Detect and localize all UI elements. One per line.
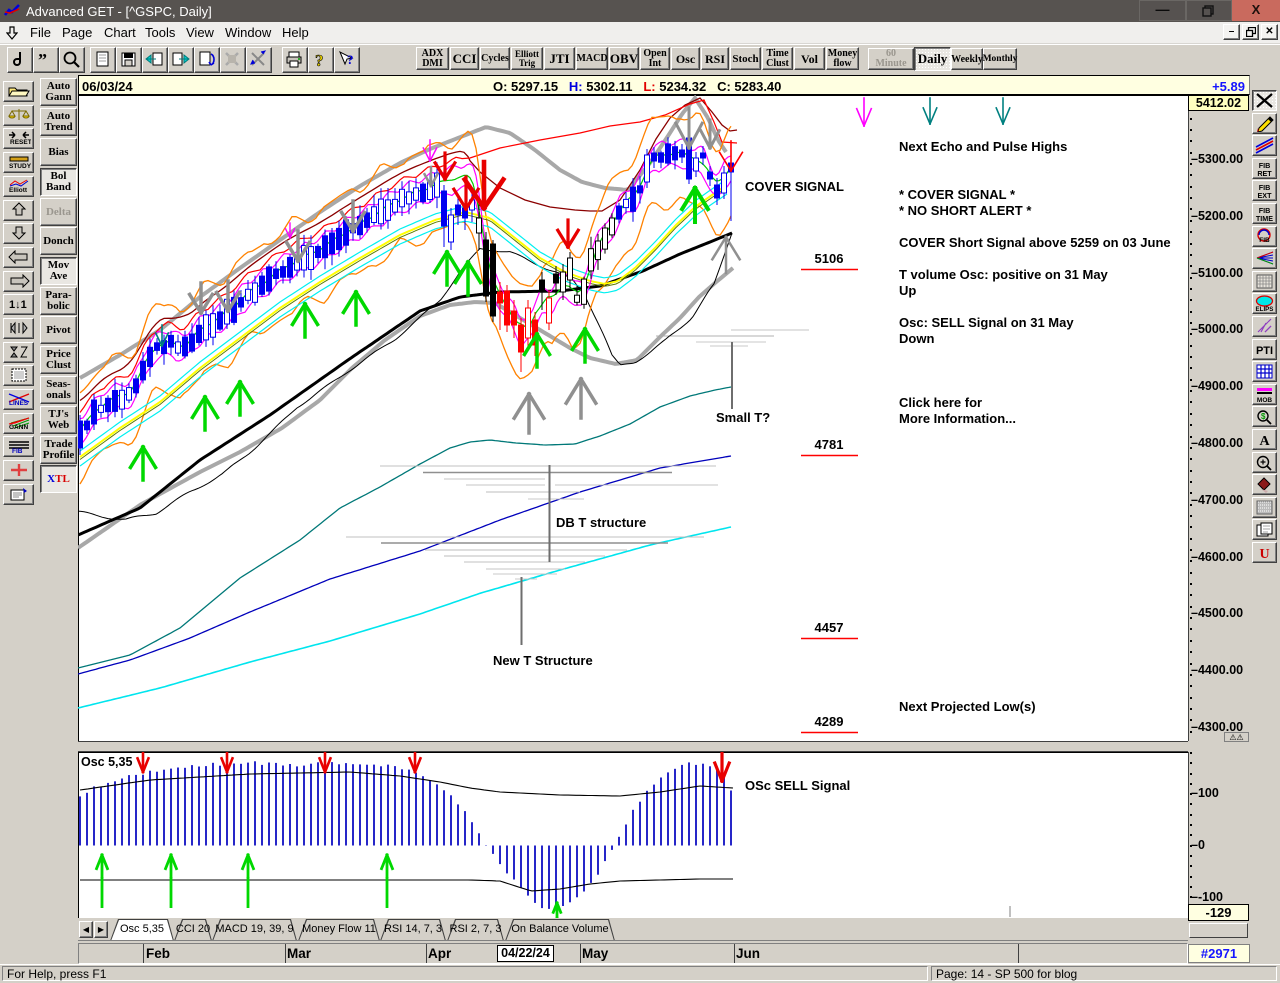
svg-text:5106: 5106 <box>815 251 844 266</box>
svg-text:More Information...: More Information... <box>899 411 1016 426</box>
svg-text:FIB: FIB <box>12 448 23 454</box>
svg-text:FIB: FIB <box>1259 183 1271 192</box>
svg-text:Next Echo and Pulse Highs: Next Echo and Pulse Highs <box>899 139 1067 154</box>
svg-text:4781: 4781 <box>815 437 844 452</box>
svg-text:4457: 4457 <box>815 620 844 635</box>
svg-text:$: $ <box>1261 412 1266 421</box>
svg-text:EXT: EXT <box>1258 191 1273 199</box>
svg-text:Small T?: Small T? <box>716 410 770 425</box>
svg-text:LINES: LINES <box>9 400 29 406</box>
svg-text:RET: RET <box>1257 169 1272 177</box>
svg-text:Next Projected Low(s): Next Projected Low(s) <box>899 699 1036 714</box>
svg-text:Up: Up <box>899 283 916 298</box>
svg-text:4289: 4289 <box>815 714 844 729</box>
svg-text:MOB: MOB <box>1257 397 1272 403</box>
svg-text:FIB: FIB <box>1259 161 1271 170</box>
svg-text:GANN: GANN <box>9 424 28 430</box>
svg-text:TIME: TIME <box>1256 214 1273 222</box>
svg-text:FIB: FIB <box>1259 237 1270 244</box>
svg-text:OSc SELL Signal: OSc SELL Signal <box>745 778 850 793</box>
svg-text:ELIPS: ELIPS <box>1256 306 1274 312</box>
svg-text:A: A <box>1259 434 1270 448</box>
svg-text:?: ? <box>315 51 324 70</box>
svg-text:?: ? <box>347 52 354 67</box>
svg-text:Down: Down <box>899 331 934 346</box>
svg-text:Osc 5,35: Osc 5,35 <box>81 755 132 769</box>
svg-text:Elliott: Elliott <box>9 187 28 193</box>
svg-text:Click here for: Click here for <box>899 395 982 410</box>
svg-text:1↓1: 1↓1 <box>9 299 27 311</box>
svg-text:Osc: SELL Signal on 31 May: Osc: SELL Signal on 31 May <box>899 315 1074 330</box>
svg-text:PTI: PTI <box>1256 345 1273 357</box>
svg-text:FIB: FIB <box>1259 206 1271 215</box>
svg-text:COVER Short Signal above 5259: COVER Short Signal above 5259 on 03 June <box>899 235 1171 250</box>
svg-text:U: U <box>1259 547 1269 561</box>
svg-text:* NO SHORT ALERT *: * NO SHORT ALERT * <box>899 203 1032 218</box>
svg-text:RESET: RESET <box>10 139 31 145</box>
svg-text:COVER SIGNAL: COVER SIGNAL <box>745 179 844 194</box>
svg-text:DB T structure: DB T structure <box>556 515 646 530</box>
svg-text:New T Structure: New T Structure <box>493 653 593 668</box>
svg-text:”: ” <box>38 50 47 70</box>
svg-text:T volume Osc: positive on 31 M: T volume Osc: positive on 31 May <box>899 267 1109 282</box>
svg-text:STUDY: STUDY <box>9 163 31 169</box>
svg-text:* COVER SIGNAL *: * COVER SIGNAL * <box>899 187 1016 202</box>
